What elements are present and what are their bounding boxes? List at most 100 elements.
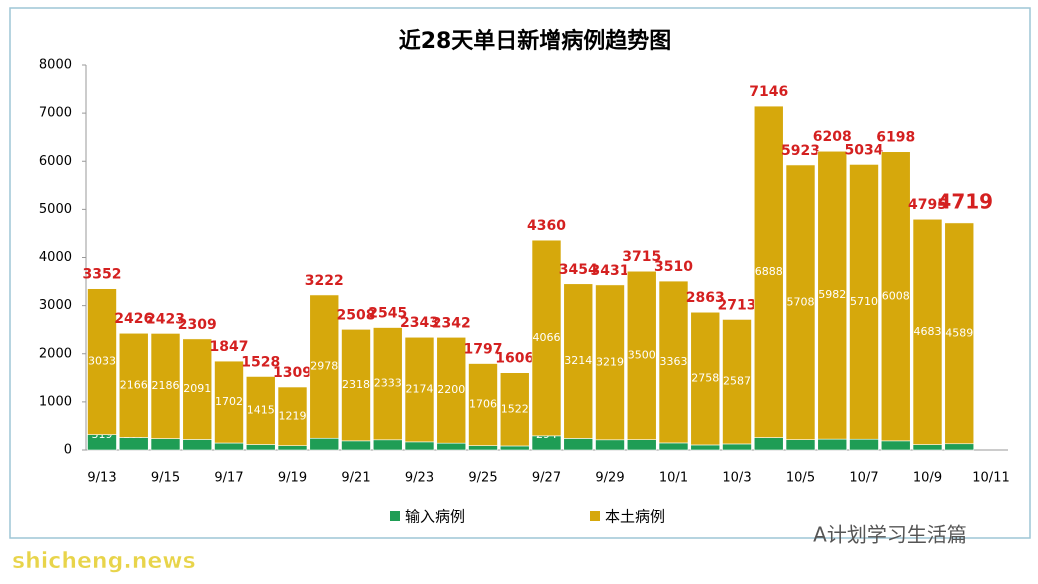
total-label: 3352 [83, 267, 122, 283]
bar-segment [341, 329, 371, 442]
x-tick-label: 10/3 [722, 471, 751, 486]
total-label: 3222 [305, 273, 344, 289]
x-tick-label: 9/29 [595, 471, 624, 486]
bar-segment [245, 376, 276, 445]
legend-swatch [590, 511, 600, 521]
legend-label: 输入病例 [405, 508, 465, 526]
bar-segment [944, 222, 975, 445]
total-label: 1309 [273, 365, 312, 381]
bar-segment [245, 444, 276, 451]
value-label: 1522 [501, 402, 529, 415]
bar-segment [499, 445, 530, 451]
total-label: 5034 [845, 142, 884, 158]
total-label: 1606 [495, 351, 534, 367]
value-label: 2318 [342, 378, 370, 391]
bar-segment [563, 283, 594, 439]
bar-segment [912, 218, 943, 445]
value-label: 4683 [914, 325, 942, 338]
total-label: 4360 [527, 218, 566, 234]
bar-segment [499, 372, 530, 447]
bar-segment [309, 294, 340, 439]
total-label: 6208 [813, 129, 852, 145]
value-label: 2186 [152, 379, 180, 392]
value-label: 5982 [818, 288, 846, 301]
bar-segment [880, 440, 911, 451]
watermark: shicheng.news [12, 549, 196, 574]
chart-title: 近28天单日新增病例趋势图 [399, 28, 672, 54]
value-label: 3214 [564, 354, 592, 367]
value-label: 2091 [183, 382, 211, 395]
bar-segment [880, 151, 911, 442]
y-tick-label: 2000 [39, 346, 72, 361]
total-label: 3454 [559, 262, 598, 278]
bar-segment [87, 288, 117, 435]
value-label: 2166 [120, 378, 148, 391]
legend-label: 本土病例 [605, 508, 665, 526]
value-label: 1219 [279, 409, 307, 422]
y-tick-label: 0 [64, 443, 72, 458]
x-tick-label: 10/1 [659, 471, 688, 486]
total-label: 2863 [686, 290, 725, 306]
value-label: 1415 [247, 404, 275, 417]
bar-segment [785, 164, 816, 440]
bar-segment [626, 439, 657, 451]
total-label: 2423 [146, 311, 185, 327]
y-tick-label: 1000 [39, 394, 72, 409]
total-label: 7146 [749, 84, 788, 100]
value-label: 2333 [374, 377, 402, 390]
x-tick-label: 9/17 [214, 471, 243, 486]
x-tick-label: 10/9 [913, 471, 942, 486]
x-tick-label: 10/11 [972, 471, 1009, 486]
total-label: 5923 [781, 143, 820, 159]
y-tick-label: 8000 [39, 58, 72, 73]
bar-segment [722, 319, 752, 445]
total-label: 3431 [591, 263, 630, 279]
total-label: 2545 [368, 306, 407, 322]
bar-segment [341, 440, 371, 451]
value-label: 2758 [691, 372, 719, 385]
bar-segment [722, 443, 752, 451]
value-label: 1702 [215, 395, 243, 408]
total-label: 2343 [400, 315, 439, 331]
y-tick-label: 6000 [39, 154, 72, 169]
total-label: 4795 [908, 197, 947, 213]
total-label: 3715 [622, 249, 661, 265]
bar-segment [626, 270, 657, 440]
bar-segment [277, 386, 308, 446]
bar-segment [944, 443, 975, 451]
bar-segment [182, 439, 213, 451]
bar-segment [468, 363, 498, 446]
plot: 0100020003000400050006000700080009/13319… [39, 58, 1010, 526]
value-label: 3033 [88, 355, 116, 368]
bar-segment [436, 336, 467, 444]
bar-segment [150, 333, 181, 439]
value-label: 2174 [406, 383, 434, 396]
total-label: 1847 [210, 339, 249, 355]
x-tick-label: 9/25 [468, 471, 497, 486]
total-label: 4719 [937, 189, 993, 213]
bar-segment [912, 444, 943, 451]
x-tick-label: 9/19 [278, 471, 307, 486]
bar-segment [372, 439, 403, 451]
bar-segment [658, 442, 689, 451]
value-label: 5708 [787, 295, 815, 308]
bar-segment [182, 338, 213, 440]
bar-segment [690, 311, 721, 446]
total-label: 2342 [432, 315, 471, 331]
y-tick-label: 7000 [39, 106, 72, 121]
value-label: 2200 [437, 383, 465, 396]
bar-segment [595, 439, 625, 451]
y-tick-label: 3000 [39, 298, 72, 313]
legend-swatch [390, 511, 400, 521]
total-label: 6198 [876, 130, 915, 146]
total-label: 3510 [654, 259, 693, 275]
value-label: 6008 [882, 289, 910, 302]
total-label: 1528 [241, 354, 280, 370]
bar-segment [436, 442, 467, 451]
x-tick-label: 9/13 [87, 471, 116, 486]
value-label: 2587 [723, 375, 751, 388]
value-label: 3363 [660, 355, 688, 368]
bar-segment [372, 327, 403, 441]
value-label: 6888 [755, 265, 783, 278]
